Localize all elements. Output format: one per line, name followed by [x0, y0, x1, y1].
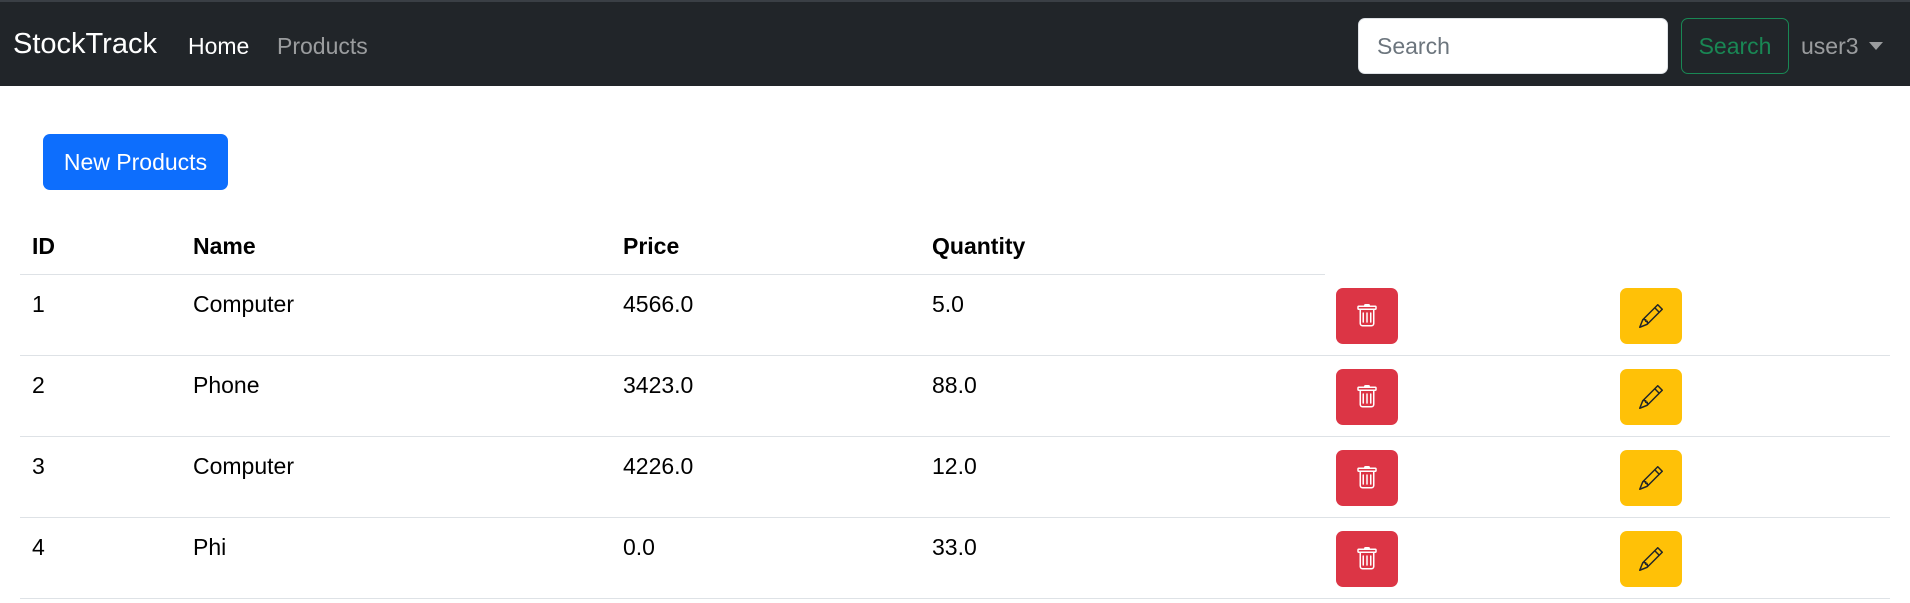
edit-button[interactable]	[1620, 288, 1682, 344]
cell-quantity: 88.0	[932, 372, 977, 398]
table-row: 2 Phone 3423.0 88.0	[0, 356, 1910, 437]
table-row: 4 Phi 0.0 33.0	[0, 518, 1910, 599]
chevron-down-icon	[1868, 42, 1883, 50]
nav-link-products[interactable]: Products	[277, 33, 368, 59]
cell-id: 3	[32, 453, 45, 479]
trash-icon	[1357, 466, 1377, 489]
user-dropdown[interactable]: user3	[1801, 33, 1883, 60]
brand-logo[interactable]: StockTrack	[13, 28, 157, 60]
row-divider	[20, 436, 1890, 437]
edit-button[interactable]	[1620, 450, 1682, 506]
column-header-quantity: Quantity	[932, 233, 1026, 259]
navbar: StockTrack Home Products Search user3	[0, 0, 1910, 86]
pencil-icon	[1639, 547, 1663, 571]
cell-id: 1	[32, 291, 45, 317]
delete-button[interactable]	[1336, 369, 1398, 425]
new-products-button[interactable]: New Products	[43, 134, 228, 190]
column-header-id: ID	[32, 233, 55, 259]
cell-name: Computer	[193, 291, 294, 317]
trash-icon	[1357, 385, 1377, 408]
cell-quantity: 5.0	[932, 291, 964, 317]
cell-id: 4	[32, 534, 45, 560]
delete-button[interactable]	[1336, 450, 1398, 506]
row-divider	[20, 598, 1890, 599]
cell-name: Phone	[193, 372, 260, 398]
cell-name: Phi	[193, 534, 227, 560]
row-divider	[20, 355, 1890, 356]
header-divider	[20, 274, 1325, 275]
cell-name: Computer	[193, 453, 294, 479]
table-row: 3 Computer 4226.0 12.0	[0, 437, 1910, 518]
nav-link-home[interactable]: Home	[188, 33, 250, 59]
cell-id: 2	[32, 372, 45, 398]
search-input[interactable]	[1358, 18, 1668, 74]
delete-button[interactable]	[1336, 531, 1398, 587]
cell-price: 4566.0	[623, 291, 694, 317]
pencil-icon	[1639, 304, 1663, 328]
column-header-price: Price	[623, 233, 680, 259]
table-row: 1 Computer 4566.0 5.0	[0, 275, 1910, 356]
cell-quantity: 33.0	[932, 534, 977, 560]
pencil-icon	[1639, 466, 1663, 490]
user-name: user3	[1801, 33, 1859, 59]
edit-button[interactable]	[1620, 369, 1682, 425]
cell-price: 3423.0	[623, 372, 694, 398]
row-divider	[20, 517, 1890, 518]
delete-button[interactable]	[1336, 288, 1398, 344]
cell-quantity: 12.0	[932, 453, 977, 479]
column-header-name: Name	[193, 233, 256, 259]
cell-price: 4226.0	[623, 453, 694, 479]
cell-price: 0.0	[623, 534, 655, 560]
search-button[interactable]: Search	[1681, 18, 1789, 74]
trash-icon	[1357, 304, 1377, 327]
edit-button[interactable]	[1620, 531, 1682, 587]
trash-icon	[1357, 547, 1377, 570]
pencil-icon	[1639, 385, 1663, 409]
